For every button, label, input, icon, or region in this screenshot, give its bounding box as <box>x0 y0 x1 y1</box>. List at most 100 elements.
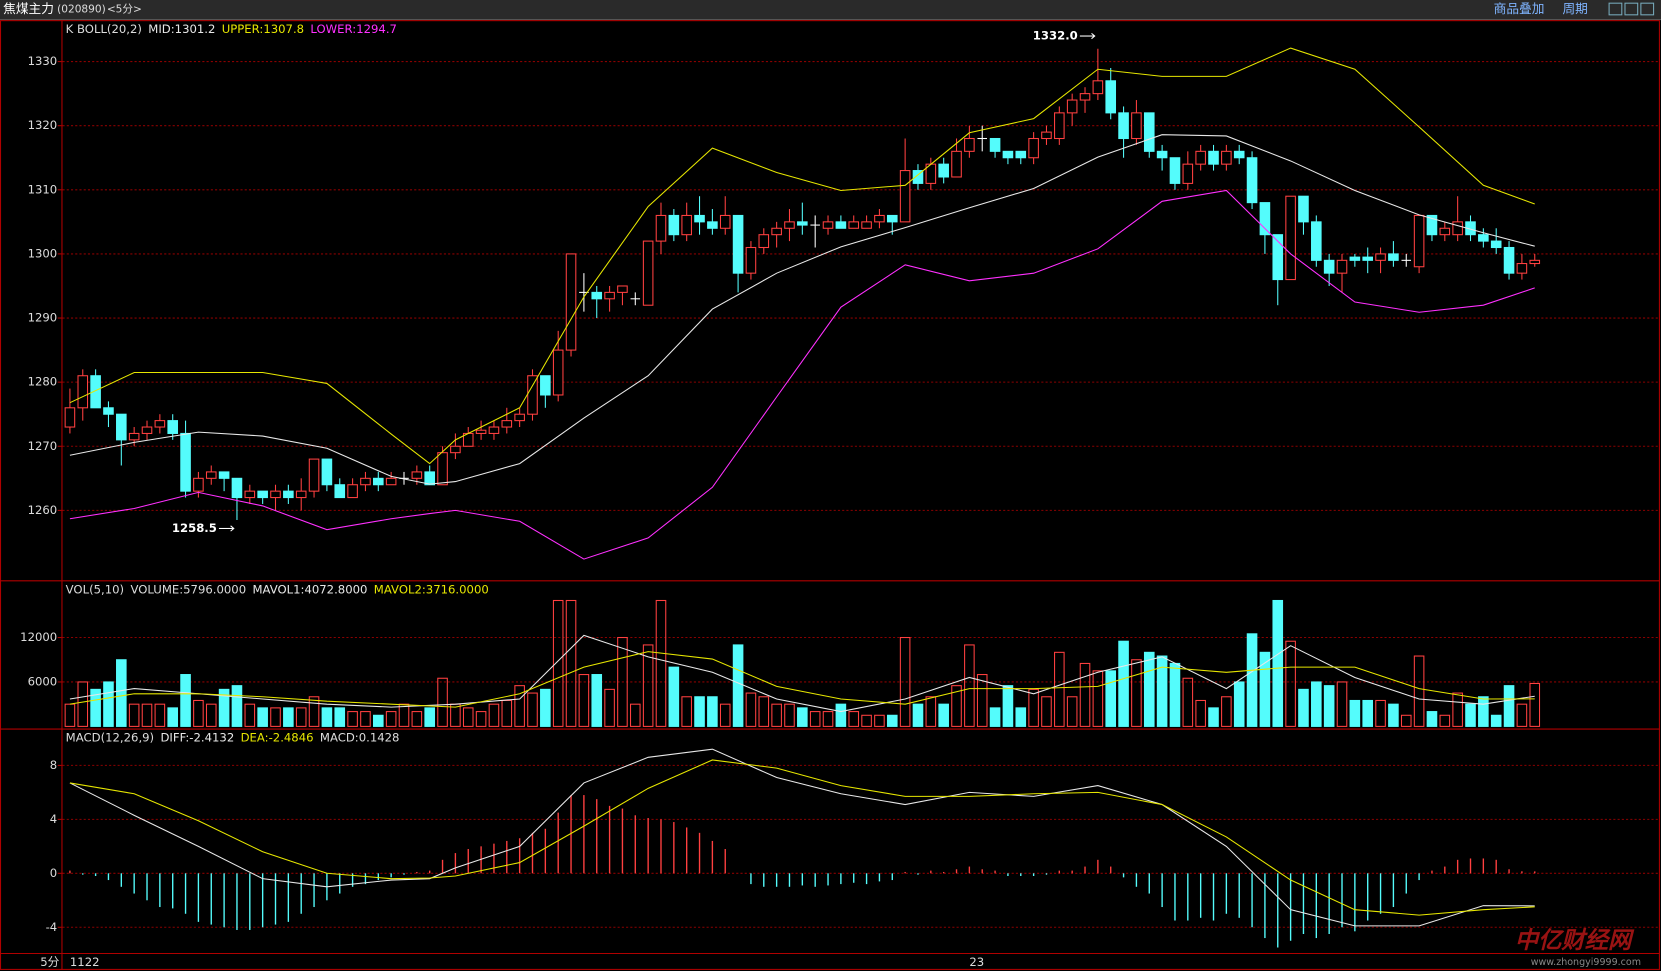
volume-bar <box>295 707 307 727</box>
indicator-title: K BOLL(20,2) <box>66 22 142 36</box>
candle-body <box>1131 112 1142 140</box>
volume-bar <box>1169 662 1181 727</box>
candle-body <box>180 432 191 492</box>
volume-bar <box>707 696 718 727</box>
candle-body <box>1105 80 1117 114</box>
volume-bar <box>218 688 230 727</box>
volume-bar <box>1195 699 1206 727</box>
volume-bar <box>642 644 654 727</box>
candle-body <box>128 432 140 441</box>
icon-button[interactable] <box>1624 2 1639 16</box>
legend-entry: MACD:0.1428 <box>320 731 400 745</box>
candle-body <box>848 221 860 229</box>
y-tick-label: 8 <box>50 758 57 772</box>
candle-body <box>655 214 667 242</box>
candle-body <box>552 349 564 396</box>
candle-body <box>270 490 281 499</box>
volume-bar <box>1336 681 1348 727</box>
candle-body <box>424 471 435 486</box>
volume-bar <box>1028 688 1039 727</box>
candle-body <box>103 407 114 415</box>
indicator-line <box>69 47 1535 465</box>
volume-bar <box>283 707 294 727</box>
volume-bar <box>1092 670 1104 727</box>
candle-body <box>488 426 500 434</box>
volume-bar <box>1413 655 1425 727</box>
icon-button[interactable] <box>1608 2 1623 16</box>
volume-bar <box>77 681 89 727</box>
volume-bar <box>951 685 962 727</box>
volume-bar <box>899 636 911 727</box>
legend-entry: UPPER:1307.8 <box>222 22 304 36</box>
x-tick-label: 23 <box>969 955 984 969</box>
candle-body <box>1311 221 1322 261</box>
volume-bar <box>668 666 680 727</box>
volume-bar <box>1246 633 1258 727</box>
candle-body <box>758 234 770 249</box>
volume-bar <box>874 714 885 727</box>
volume-bar <box>1516 703 1528 727</box>
legend-entry: MAVOL2:3716.0000 <box>374 582 489 596</box>
candle-body <box>681 214 692 236</box>
volume-bar <box>462 707 474 727</box>
volume-bar <box>1041 696 1052 727</box>
volume-bar <box>1349 699 1361 727</box>
candle-body <box>347 484 358 499</box>
volume-bar <box>1529 682 1541 727</box>
candle-body <box>295 490 307 499</box>
candle-body <box>784 221 795 229</box>
volume-bar <box>912 703 924 727</box>
candle-body <box>771 227 782 236</box>
volume-bar <box>1272 599 1284 727</box>
y-tick-label: 1310 <box>28 182 58 196</box>
candle-body <box>514 413 525 422</box>
candle-body <box>1516 263 1528 274</box>
volume-bar <box>1259 651 1271 727</box>
volume-bar <box>424 707 435 727</box>
volume-bar <box>154 703 166 727</box>
icon-button[interactable] <box>1640 2 1655 16</box>
y-tick-label: 0 <box>50 866 57 880</box>
candle-body <box>437 452 448 486</box>
volume-bar <box>552 599 564 727</box>
indicator-line <box>69 189 1535 560</box>
indicator-line <box>69 634 1535 713</box>
volume-bar <box>527 692 538 727</box>
candle-body <box>1079 93 1091 101</box>
volume-bar <box>540 688 551 727</box>
watermark-url: www.zhongyi9999.com <box>1531 957 1641 968</box>
volume-bar <box>719 703 731 727</box>
overlay-button[interactable]: 商品叠加 <box>1494 1 1545 16</box>
candle-body <box>861 221 872 229</box>
volume-bar <box>116 659 127 727</box>
indicator-value: VOLUME:5796.0000 <box>130 582 246 596</box>
x-tick-label: 1122 <box>70 955 100 969</box>
candle-body <box>141 426 153 434</box>
candle-body <box>373 477 384 486</box>
volume-bar <box>1182 677 1194 727</box>
candle-body <box>167 420 179 434</box>
volume-bar <box>231 685 243 727</box>
volume-bar <box>180 674 191 727</box>
volume-bar <box>629 703 641 727</box>
volume-bar <box>1503 685 1515 727</box>
volume-bar <box>861 714 872 727</box>
candle-body <box>475 429 487 434</box>
candle-body <box>1028 137 1039 159</box>
indicator-line <box>69 759 1535 916</box>
candle-body <box>1143 112 1155 152</box>
volume-bar <box>90 688 101 727</box>
candle-body <box>1092 80 1104 95</box>
candle-body <box>1272 234 1284 281</box>
period-button[interactable]: 周期 <box>1562 1 1587 16</box>
volume-bar <box>578 674 590 727</box>
indicator-title: MACD(12,26,9) <box>66 731 154 745</box>
candle-body <box>1426 214 1438 236</box>
candle-body <box>205 471 217 479</box>
y-tick-label: -4 <box>46 920 58 934</box>
volume-bar <box>64 703 76 727</box>
volume-bar <box>1400 714 1412 727</box>
y-tick-label: 1280 <box>28 375 58 389</box>
